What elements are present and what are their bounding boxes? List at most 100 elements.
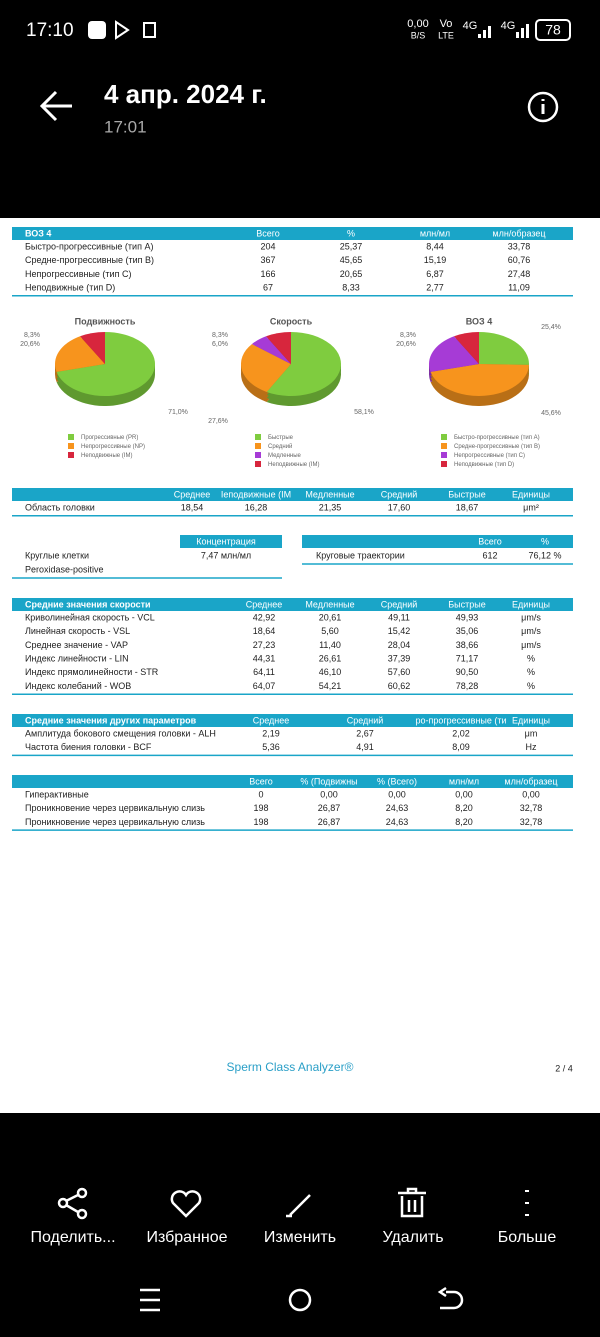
row-label: Индекс прямолинейности - STR — [25, 667, 159, 677]
pie-value-label: 25,4% — [541, 324, 561, 331]
cell: 8,20 — [455, 817, 473, 827]
legend-swatch — [255, 443, 261, 449]
cell: μm/s — [521, 640, 541, 650]
cell: 26,87 — [318, 803, 341, 813]
toolbar-button[interactable]: Изменить — [264, 1229, 336, 1246]
legend-label: Быстрые — [268, 435, 294, 441]
row-label: Амплитуда бокового смещения головки - AL… — [25, 728, 216, 738]
legend-label: Непрогрессивные (NP) — [81, 444, 145, 450]
app-icon — [115, 20, 130, 40]
pie-title: ВОЗ 4 — [466, 316, 492, 326]
column-header: Всего — [249, 776, 273, 786]
column-header: млн/образец — [504, 776, 557, 786]
toolbar-button[interactable]: Избранное — [146, 1229, 227, 1246]
info-button[interactable] — [527, 91, 559, 123]
net-speed: 0,00 — [407, 18, 428, 30]
column-header: Средний — [381, 599, 418, 609]
pie-slice — [241, 344, 291, 392]
pie-value-label: 58,1% — [354, 409, 374, 416]
network: 4G — [501, 20, 516, 32]
battery — [535, 19, 571, 41]
cell: 2,77 — [426, 282, 444, 292]
pie-slice — [80, 332, 105, 364]
row-label: Круглые клетки — [25, 550, 89, 560]
table-title: Средние значения других параметров — [25, 715, 197, 725]
pie-title: Подвижность — [75, 316, 136, 326]
network: 4G — [463, 20, 478, 32]
page-number: 2 / 4 — [555, 1063, 573, 1073]
column-header: Всего — [478, 536, 502, 546]
cell: Hz — [526, 742, 537, 752]
column-header: Единицы — [512, 599, 550, 609]
legend-swatch — [255, 452, 261, 458]
pie-value-label: 20,6% — [20, 341, 40, 348]
cell: 26,87 — [318, 817, 341, 827]
cell: % — [527, 681, 535, 691]
legend-label: Непрогрессивные (тип C) — [454, 453, 525, 459]
cell: 18,54 — [181, 502, 204, 512]
cell: 2,67 — [356, 728, 374, 738]
column-header: Единицы — [512, 715, 550, 725]
cell: 26,61 — [319, 653, 342, 663]
cell: μm² — [523, 502, 539, 512]
row-label: Линейная скорость - VSL — [25, 626, 130, 636]
column-header: Среднее — [174, 489, 211, 499]
cell: 60,62 — [388, 681, 411, 691]
legend-swatch — [68, 443, 74, 449]
cell: 44,31 — [253, 653, 276, 663]
row-label: Peroxidase-positive — [25, 564, 104, 574]
cell: 38,66 — [456, 640, 479, 650]
legend-swatch — [441, 452, 447, 458]
cell: 20,65 — [340, 269, 363, 279]
row-label: Индекс линейности - LIN — [25, 653, 129, 663]
pie-slice — [429, 336, 479, 372]
pie-title: Скорость — [270, 316, 313, 326]
cell: 18,67 — [456, 502, 479, 512]
table-header — [12, 714, 573, 727]
legend-swatch — [255, 461, 261, 467]
table-header — [12, 598, 573, 611]
pie-slice — [454, 332, 479, 364]
cell: 27,48 — [508, 269, 531, 279]
toolbar-button[interactable]: Поделить... — [30, 1229, 115, 1246]
cell: 8,20 — [455, 803, 473, 813]
pie-value-label: 20,6% — [396, 341, 416, 348]
column-header: Быстрые — [448, 489, 485, 499]
volte: Vo — [440, 18, 453, 30]
toolbar-button[interactable]: Больше — [498, 1229, 557, 1246]
cell: 5,60 — [321, 626, 339, 636]
cell: 8,44 — [426, 241, 444, 251]
lte: LTE — [438, 30, 454, 40]
cell: 16,28 — [245, 502, 268, 512]
legend-label: Неподвижные (IM) — [81, 453, 132, 459]
cell: 0,00 — [455, 789, 473, 799]
back-button[interactable] — [39, 90, 72, 122]
toolbar-button[interactable]: Удалить — [382, 1229, 443, 1246]
cell: % — [527, 667, 535, 677]
cell: 612 — [482, 550, 497, 560]
row-label: Частота биения головки - BCF — [25, 742, 152, 752]
pie-value-label: 6,0% — [212, 341, 228, 348]
cell: 6,87 — [426, 269, 444, 279]
cell: 21,35 — [319, 502, 342, 512]
row-label: Криволинейная скорость - VCL — [25, 612, 155, 622]
row-label: Среднее значение - VAP — [25, 640, 128, 650]
legend-label: Быстро-прогрессивные (тип A) — [454, 435, 540, 441]
legend-label: Неподвижные (IM) — [268, 462, 319, 468]
column-header: Средний — [381, 489, 418, 499]
column-header: % (Подвижны — [300, 776, 357, 786]
row-label: Индекс колебаний - WOB — [25, 681, 131, 691]
legend-label: Средне-прогрессивные (тип B) — [454, 444, 540, 450]
table-header — [12, 488, 573, 501]
row-label: Гиперактивные — [25, 789, 89, 799]
cell: 24,63 — [386, 817, 409, 827]
cell: 54,21 — [319, 681, 342, 691]
cell: 367 — [260, 255, 275, 265]
battery-level: 78 — [545, 22, 561, 38]
cell: 204 — [260, 241, 275, 251]
cell: 27,23 — [253, 640, 276, 650]
pie-slice — [266, 332, 291, 364]
cell: 35,06 — [456, 626, 479, 636]
cell: 67 — [263, 282, 273, 292]
